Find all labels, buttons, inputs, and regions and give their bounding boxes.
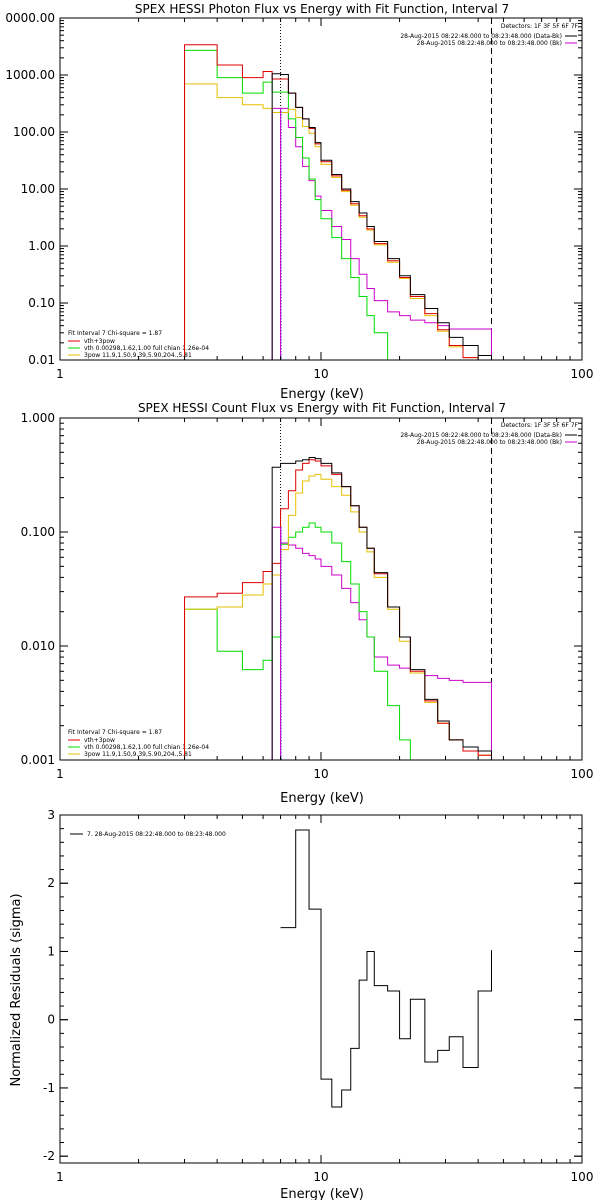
y-tick-label-2: 1 (47, 944, 55, 958)
count-flux-legend-bottom: Fit Interval 7 Chi-square = 1.87 vth+3po… (68, 729, 209, 758)
x-tick-label-1: 100 (571, 767, 594, 781)
series-data-0 (271, 73, 492, 360)
y-tick-label-1: 0.010 (21, 639, 55, 653)
y-tick-label-0: 100.00 (13, 125, 55, 139)
photon-flux-legend-top: Detectors: 1F 3F 5F 6F 7F 28-Aug-2015 08… (400, 23, 578, 47)
count-flux-title: SPEX HESSI Count Flux vs Energy with Fit… (138, 401, 506, 415)
series-vth-plus-3pow-0 (184, 44, 492, 360)
y-tick-label-1: 0.100 (21, 525, 55, 539)
residuals-legend-text: 7. 28-Aug-2015 08:22:48.000 to 08:23:48.… (87, 831, 226, 838)
count-legend-detectors: Detectors: 1F 3F 5F 6F 7F (501, 422, 579, 429)
count-flux-panel: SPEX HESSI Count Flux vs Energy with Fit… (21, 401, 594, 806)
photon-legend-detectors: Detectors: 1F 3F 5F 6F 7F (501, 23, 579, 30)
photon-flux-panel: SPEX HESSI Photon Flux vs Energy with Fi… (5, 2, 593, 402)
series-background-0 (271, 107, 492, 360)
photon-flux-xlabel: Energy (keV) (280, 387, 364, 402)
photon-legend-bk: 28-Aug-2015 08:22:48.000 to 08:23:48.000… (417, 40, 562, 47)
photon-flux-legend-bottom: Fit Interval 7 Chi-square = 1.87 vth+3po… (68, 330, 209, 359)
series-3pow-1 (184, 473, 492, 760)
y-tick-label-0: 0.10 (28, 296, 55, 310)
plot-area-0 (184, 18, 492, 360)
count-legend-bk: 28-Aug-2015 08:22:48.000 to 08:23:48.000… (417, 439, 562, 446)
residuals-panel: Energy (keV) Normalized Residuals (sigma… (9, 808, 593, 1200)
plot-area-1 (184, 418, 492, 760)
photon-legend-3pow: 3pow 11.9,1.50,9.39,5.90,204.,5.81 (84, 352, 192, 359)
y-tick-label-0: 0.01 (28, 353, 55, 367)
series-background-1 (271, 526, 492, 760)
y-tick-label-2: -1 (43, 1081, 55, 1095)
photon-legend-total: vth+3pow (84, 338, 115, 345)
x-tick-label-0: 10 (313, 367, 328, 381)
y-tick-label-0: 1.00 (28, 239, 55, 253)
x-tick-label-0: 1 (56, 367, 64, 381)
photon-legend-vth: vth 0.00298,1.62,1.00 full chian 1.26e-0… (84, 345, 209, 352)
y-tick-label-1: 1.000 (21, 411, 55, 425)
x-tick-label-0: 100 (571, 367, 594, 381)
count-legend-vth: vth 0.00298,1.62,1.00 full chian 1.26e-0… (84, 744, 209, 751)
y-tick-label-2: 0 (47, 1013, 55, 1027)
y-tick-label-2: -2 (43, 1149, 55, 1163)
series-vth-plus-3pow-1 (184, 459, 492, 760)
count-flux-legend-top: Detectors: 1F 3F 5F 6F 7F 28-Aug-2015 08… (400, 422, 578, 446)
x-tick-label-1: 10 (313, 767, 328, 781)
count-legend-3pow: 3pow 11.9,1.50,9.39,5.90,204.,5.81 (84, 751, 192, 758)
series-data-2 (280, 829, 492, 1108)
y-tick-label-1: 0.001 (21, 753, 55, 767)
x-tick-label-2: 10 (313, 1170, 328, 1184)
x-tick-label-2: 100 (571, 1170, 594, 1184)
plot-area-2 (280, 829, 492, 1108)
count-legend-data: 28-Aug-2015 08:22:48.000 to 08:23:48.000… (400, 432, 562, 439)
series-3pow-0 (184, 83, 492, 360)
y-tick-label-0: 1000.00 (5, 68, 55, 82)
series-vth-1 (184, 522, 411, 760)
photon-legend-fit: Fit Interval 7 Chi-square = 1.87 (68, 330, 162, 337)
series-vth-0 (184, 49, 411, 360)
count-legend-total: vth+3pow (84, 737, 115, 744)
residuals-legend: 7. 28-Aug-2015 08:22:48.000 to 08:23:48.… (70, 831, 226, 838)
count-flux-xlabel: Energy (keV) (280, 791, 364, 806)
axes-frame-0 (59, 17, 583, 361)
residuals-ylabel: Normalized Residuals (sigma) (9, 893, 24, 1086)
residuals-xlabel: Energy (keV) (280, 1187, 364, 1200)
count-legend-fit: Fit Interval 7 Chi-square = 1.87 (68, 729, 162, 736)
y-tick-label-2: 2 (47, 876, 55, 890)
y-tick-label-2: 3 (47, 808, 55, 822)
x-tick-label-2: 1 (56, 1170, 64, 1184)
axes-frame-1 (59, 417, 583, 761)
photon-flux-title: SPEX HESSI Photon Flux vs Energy with Fi… (135, 2, 509, 16)
photon-legend-data: 28-Aug-2015 08:22:48.000 to 08:23:48.000… (400, 33, 562, 40)
series-data-1 (271, 457, 492, 760)
y-tick-label-0: 0000.00 (5, 11, 55, 25)
x-tick-label-1: 1 (56, 767, 64, 781)
y-tick-label-0: 10.00 (21, 182, 55, 196)
